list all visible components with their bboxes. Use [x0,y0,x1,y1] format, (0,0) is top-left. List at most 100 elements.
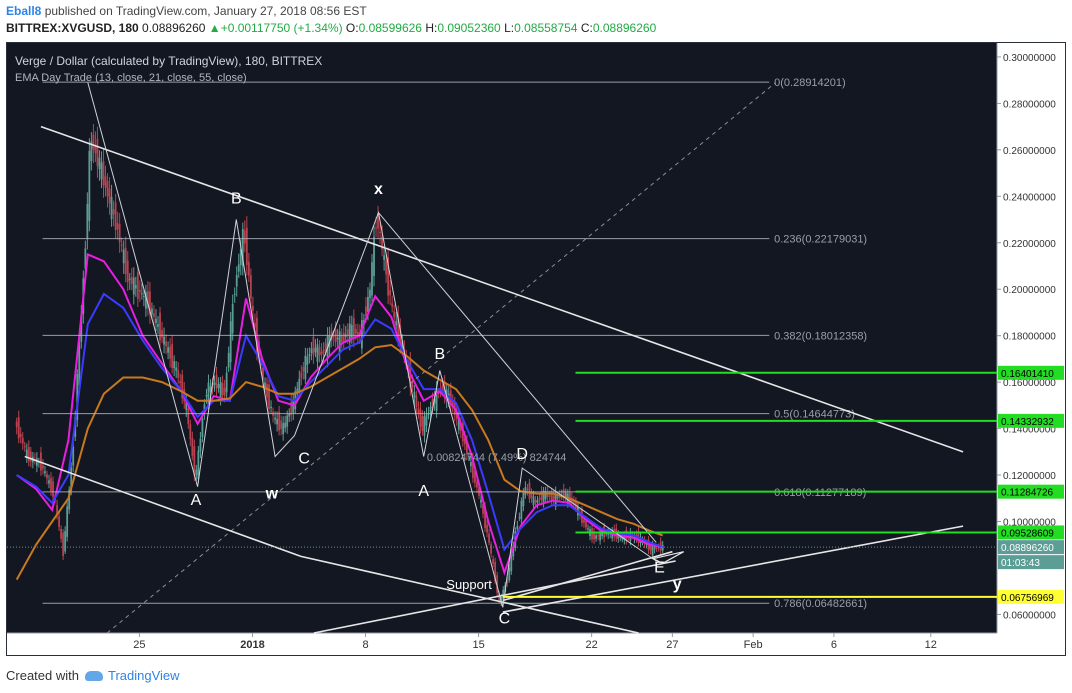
level-price-tag [998,484,1064,499]
candle-body [124,247,127,275]
candle-body [593,532,595,540]
y-tick-label: 0.22000000 [1003,239,1056,250]
up-arrow-icon: ▲ [208,21,221,35]
tradingview-link[interactable]: TradingView [84,668,180,683]
candle-body [336,337,339,340]
candle-body [528,482,531,499]
candle-body [217,384,220,389]
candle-body [385,260,388,275]
chart-area[interactable]: 0.30000000 0.28000000 0.26000000 0.24000000… [6,42,1066,656]
candle-body [476,481,478,488]
candle-body [96,138,99,166]
candle-body [191,438,194,456]
candle-body [280,420,283,429]
candle-body [132,277,135,295]
candle-body [304,355,307,380]
candle-body [142,295,145,297]
candle-body [492,559,495,564]
y-tick-label: 0.20000000 [1003,285,1056,296]
candles [15,123,664,607]
candle-body [80,314,83,342]
candle-body [373,236,375,276]
fib-level-label: 0.5(0.14644773) [774,409,855,421]
level-price-label: 0.16401410 [1001,369,1054,380]
candle-body [264,382,266,389]
candle-body [435,388,438,411]
candle-body [530,493,533,498]
candle-body [237,264,240,272]
candle-body [161,330,163,338]
candle-body [44,471,46,474]
chart-title: Verge / Dollar (calculated by TradingVie… [15,54,322,68]
fib-level-label: 0.618(0.11277189) [774,487,866,499]
candle-body [568,492,571,503]
candle-body [284,422,287,428]
candle-body [247,261,250,276]
y-tick-label: 0.14000000 [1003,425,1056,436]
candle-body [108,188,111,204]
candle-body [645,544,648,546]
candle-body [114,202,117,231]
author-link[interactable]: Eball8 [6,4,42,18]
candle-body [346,329,349,336]
candle-body [583,519,585,523]
candle-body [153,313,155,317]
candle-body [413,391,416,398]
candle-body [94,144,97,154]
candle-body [92,134,95,150]
y-tick-label: 0.10000000 [1003,518,1056,529]
candle-body [17,417,20,439]
candle-body [215,375,218,389]
x-tick-label: 8 [362,639,368,651]
y-tick-label: 0.24000000 [1003,192,1056,203]
candle-body [213,382,216,385]
candle-body [147,291,149,308]
candle-body [243,230,246,244]
candle-body [201,418,204,438]
price-chart[interactable]: 0.30000000 0.28000000 0.26000000 0.24000000… [7,43,1065,655]
candle-body [314,347,317,353]
candle-body [292,399,295,413]
wave-label: C [298,450,310,467]
wave-label: w [265,485,279,502]
candle-body [241,228,244,267]
candle-body [544,491,547,500]
candle-body [591,528,593,540]
indicator-legend: EMA Day Trade (13, close, 21, close, 55,… [15,72,247,84]
y-tick-label: 0.26000000 [1003,146,1056,157]
created-with-text: Created with [6,668,79,683]
candle-body [227,352,230,368]
candle-body [433,398,436,404]
candle-body [70,467,73,491]
candle-body [411,382,414,388]
candle-body [482,504,484,514]
candle-body [199,438,202,452]
candle-body [276,418,279,425]
candle-body [494,561,497,582]
candle-body [655,548,658,550]
candle-body [651,545,654,556]
candle-body [296,388,299,394]
candle-body [302,367,305,372]
candle-body [308,354,311,357]
candle-body [144,292,147,309]
candle-body [179,381,182,384]
candle-body [165,341,167,347]
candle-body [653,548,656,550]
candle-body [564,492,567,499]
countdown-tag [998,555,1064,570]
y-tick-label: 0.30000000 [1003,53,1056,64]
candle-body [498,593,501,602]
candle-body [572,499,575,505]
candle-body [48,480,50,484]
candle-body [352,317,355,339]
current-price-label: 0.08896260 [1001,543,1054,554]
candle-body [138,289,141,292]
candle-body [395,321,398,326]
wave-channel-line [378,212,657,543]
candle-body [78,341,81,386]
candle-body [262,367,264,380]
close-value: 0.08896260 [592,21,657,35]
candle-body [534,500,537,503]
candle-body [42,465,44,469]
